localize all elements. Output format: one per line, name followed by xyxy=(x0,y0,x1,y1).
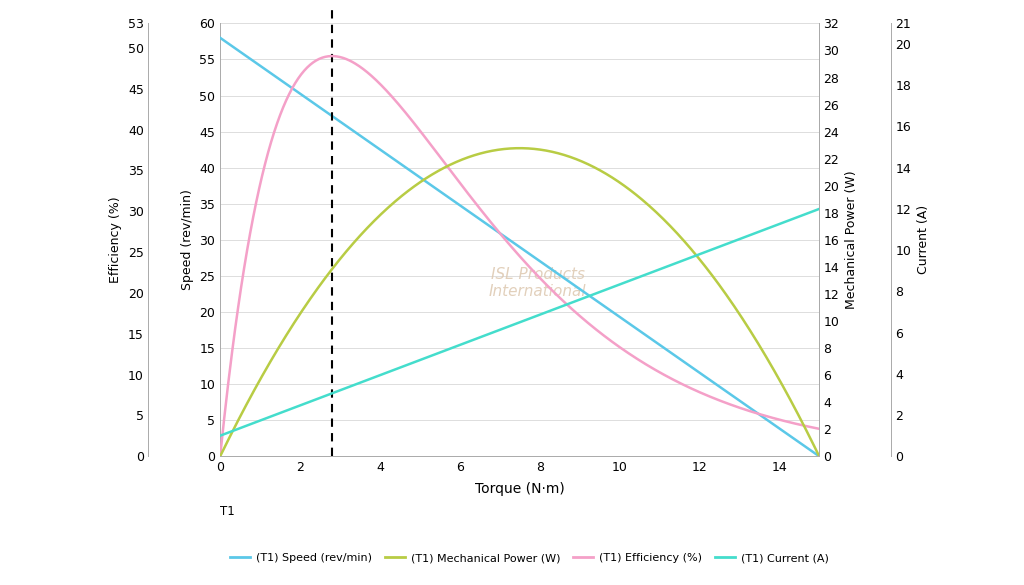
Y-axis label: Efficiency (%): Efficiency (%) xyxy=(110,197,122,283)
Y-axis label: Speed (rev/min): Speed (rev/min) xyxy=(181,190,194,290)
X-axis label: Torque (N·m): Torque (N·m) xyxy=(475,483,564,497)
Legend: (T1) Speed (rev/min), (T1) Mechanical Power (W), (T1) Efficiency (%), (T1) Curre: (T1) Speed (rev/min), (T1) Mechanical Po… xyxy=(225,549,834,568)
Text: T1: T1 xyxy=(220,505,234,518)
Y-axis label: Mechanical Power (W): Mechanical Power (W) xyxy=(845,171,858,309)
Text: ISL Products
International: ISL Products International xyxy=(488,267,587,300)
Y-axis label: Current (A): Current (A) xyxy=(918,205,930,274)
